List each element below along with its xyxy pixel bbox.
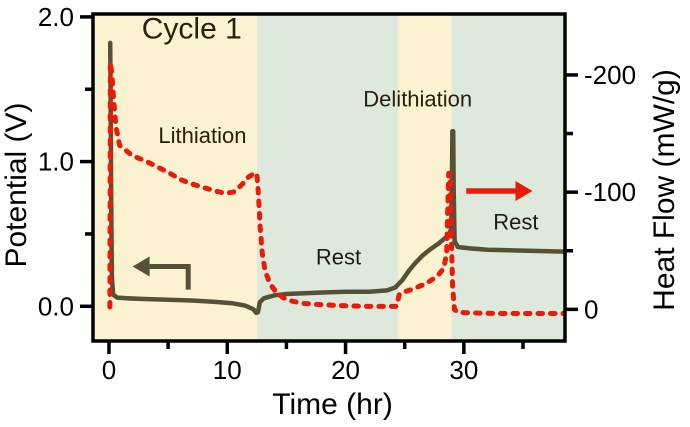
right-axis-tick-label: -100	[584, 177, 636, 207]
chart-title: Cycle 1	[142, 13, 242, 46]
left-axis-tick-label: 1.0	[38, 147, 74, 177]
potential-left-axis-arrow-shaft	[149, 264, 191, 290]
x-axis-tick-label: 10	[213, 355, 242, 385]
region-rest-1	[256, 14, 399, 341]
x-axis-tick-label: 20	[331, 355, 360, 385]
series-heat-flow-curve	[107, 59, 565, 316]
right-axis-tick-label: 0	[584, 294, 598, 324]
region-delithiation	[398, 14, 452, 341]
left-axis-tick-label: 2.0	[38, 2, 74, 32]
heat-flow-right-axis-arrow-head	[515, 181, 533, 201]
potential-left-axis-arrow-head	[132, 256, 150, 277]
y-axis-left-title: Potential (V)	[0, 102, 33, 267]
region-label-delithiation: Delithiation	[363, 87, 472, 112]
series-potential-curve	[107, 40, 565, 316]
region-label-rest-1: Rest	[316, 244, 361, 269]
y-axis-right-title: Heat Flow (mW/g)	[648, 69, 681, 311]
x-axis-tick-label: 0	[102, 355, 116, 385]
region-label-rest-2: Rest	[493, 210, 538, 235]
series-group	[107, 40, 565, 316]
region-label-lithiation: Lithiation	[158, 123, 246, 148]
left-axis-tick-label: 0.0	[38, 291, 74, 321]
plot-frame	[91, 12, 567, 343]
x-axis-title: Time (hr)	[272, 388, 393, 421]
x-axis-tick-label: 30	[449, 355, 478, 385]
right-axis-tick-label: -200	[584, 60, 636, 90]
region-rest-2	[451, 14, 565, 341]
